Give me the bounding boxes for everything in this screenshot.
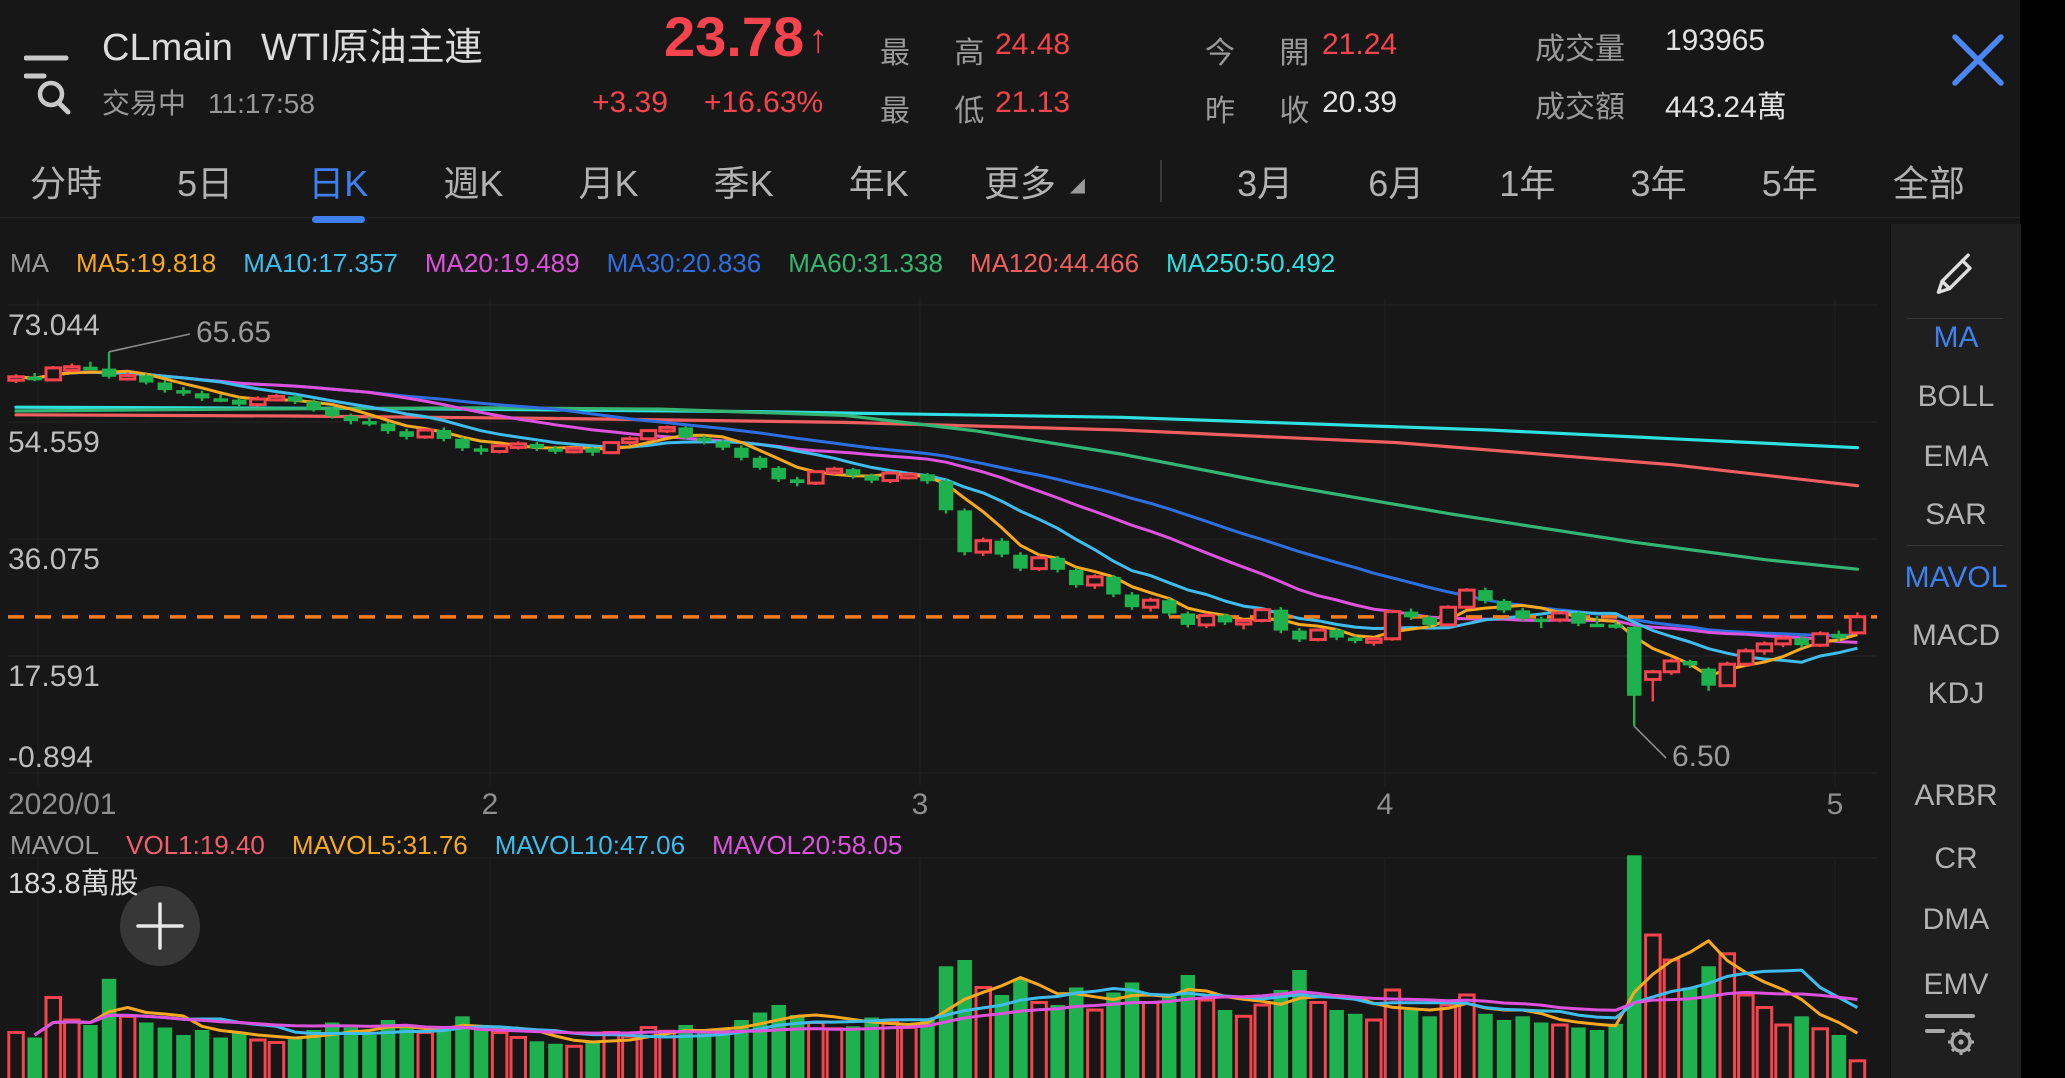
indicator-sidebar: MA BOLL EMA SAR MAVOL MACD KDJ ARBR CR DMA EMV — [1890, 224, 2021, 1078]
ma-legend-item-2: MA5:19.818 — [76, 248, 217, 278]
menu-search-icon[interactable] — [24, 50, 74, 118]
low-label: 最 低 — [880, 95, 985, 128]
instrument-title: CLmain WTI原油主連 — [102, 16, 483, 71]
turnover-label: 成交額 — [1535, 91, 1625, 124]
trading-status: 交易中 11:17:58 — [102, 82, 315, 122]
sidebar-indicator-sar[interactable]: SAR — [1925, 498, 1987, 531]
status-text: 交易中 — [102, 88, 187, 119]
tab-period-8[interactable]: 更多 — [984, 155, 1085, 207]
sidebar-indicator-macd[interactable]: MACD — [1911, 619, 2001, 652]
sidebar-indicator-kdj[interactable]: KDJ — [1927, 677, 1985, 710]
ma-legend-item-3: MA10:17.357 — [243, 248, 398, 278]
sidebar-indicator-boll[interactable]: BOLL — [1917, 380, 1995, 413]
change-percent: +16.63% — [703, 86, 824, 119]
ma-legend-item-1: MA — [10, 248, 49, 278]
sidebar-indicator-dma[interactable]: DMA — [1922, 903, 1990, 936]
indicator-settings-icon[interactable] — [1925, 1010, 1985, 1060]
mavol-legend-item-5: MAVOL20:58.05 — [712, 830, 903, 860]
high-value: 24.48 — [995, 28, 1071, 61]
mavol-legend-item-4: MAVOL10:47.06 — [494, 830, 686, 860]
mavol-legend: MAVOL VOL1:19.40 MAVOL5:31.76 MAVOL10:47.06… — [10, 830, 902, 861]
low-value: 21.13 — [995, 86, 1071, 119]
ma-legend-item-4: MA20:19.489 — [424, 248, 580, 278]
clock: 11:17:58 — [208, 88, 315, 119]
mavol-legend-item-3: MAVOL5:31.76 — [291, 830, 468, 860]
change-value: +3.39 — [592, 86, 668, 119]
ma-legend-item-5: MA30:20.836 — [606, 248, 762, 278]
sidebar-divider-top — [1907, 318, 2003, 319]
tab-period-2[interactable]: 5日 — [177, 163, 234, 204]
volume-value: 193965 — [1665, 24, 1766, 57]
turnover-value: 443.24萬 — [1665, 91, 1787, 124]
tab-range-2[interactable]: 6月 — [1368, 163, 1425, 204]
up-arrow-icon: ↑ — [808, 17, 829, 61]
prev-close-label: 昨 收 — [1205, 95, 1310, 128]
sidebar-indicator-ma[interactable]: MA — [1933, 321, 1979, 354]
sidebar-indicator-ema[interactable]: EMA — [1923, 440, 1989, 473]
sidebar-divider-mid — [1907, 545, 2003, 546]
tab-range-5[interactable]: 5年 — [1761, 163, 1818, 204]
tab-period-7[interactable]: 年K — [848, 163, 909, 204]
price-change: +3.39 +16.63% — [592, 86, 859, 120]
tab-period-3[interactable]: 日K — [308, 155, 368, 223]
high-label: 最 高 — [880, 37, 985, 70]
mavol-legend-item-1: MAVOL — [10, 830, 100, 860]
open-label: 今 開 — [1205, 37, 1310, 70]
close-icon[interactable] — [1952, 34, 2004, 86]
ma-legend-item-8: MA250:50.492 — [1166, 248, 1336, 278]
tab-group-divider — [1160, 160, 1163, 202]
sidebar-indicator-cr[interactable]: CR — [1934, 842, 1978, 875]
volume-label: 成交量 — [1535, 33, 1625, 66]
tab-period-5[interactable]: 月K — [578, 163, 639, 204]
mavol-legend-item-2: VOL1:19.40 — [126, 830, 265, 860]
add-zoom-button[interactable] — [120, 886, 200, 966]
more-caret-icon — [1069, 178, 1085, 194]
sidebar-indicator-arbr[interactable]: ARBR — [1914, 779, 1998, 812]
symbol: CLmain — [102, 27, 233, 69]
ma-legend-item-6: MA60:31.338 — [788, 248, 943, 278]
volume-axis-max-label: 183.8萬股 — [8, 868, 139, 900]
prev-close-value: 20.39 — [1322, 86, 1398, 119]
tab-range-6[interactable]: 全部 — [1892, 163, 1965, 204]
tab-period-1[interactable]: 分時 — [30, 163, 103, 204]
sidebar-indicator-mavol[interactable]: MAVOL — [1904, 561, 2008, 594]
sidebar-indicator-emv[interactable]: EMV — [1923, 968, 1989, 1001]
open-value: 21.24 — [1322, 28, 1398, 61]
draw-pencil-icon[interactable] — [1931, 244, 1983, 296]
tab-range-3[interactable]: 1年 — [1499, 163, 1556, 204]
ma-legend-item-7: MA120:44.466 — [969, 248, 1140, 278]
period-tab-bar: 分時 5日 日K 週K 月K 季K 年K 更多 3月 6月 1年 3年 5年 全部 — [0, 148, 1995, 223]
plus-icon — [136, 902, 184, 950]
tabbar-divider — [0, 217, 2020, 218]
instrument-name: WTI原油主連 — [260, 27, 483, 69]
tab-range-1[interactable]: 3月 — [1237, 163, 1294, 204]
tab-period-6[interactable]: 季K — [713, 163, 774, 204]
screen-edge-letterbox — [2020, 0, 2065, 1078]
tab-range-4[interactable]: 3年 — [1630, 163, 1687, 204]
last-price: 23.78 ↑ — [664, 5, 829, 68]
tab-period-4[interactable]: 週K — [443, 163, 504, 204]
ma-legend: MA MA5:19.818 MA10:17.357 MA20:19.489 MA30:2… — [10, 248, 1335, 279]
